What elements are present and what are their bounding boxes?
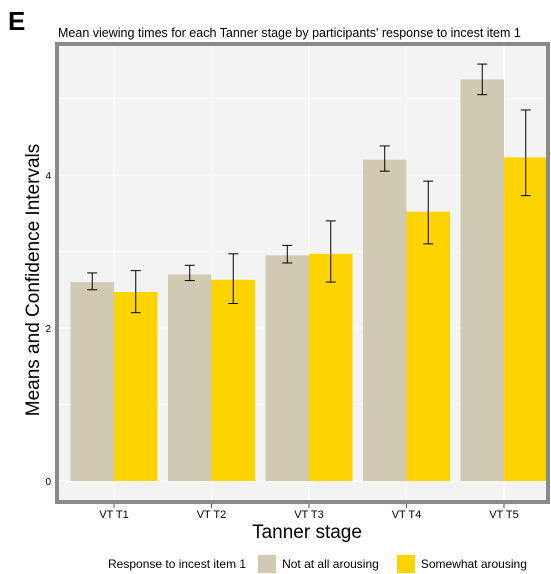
legend-swatch-not-at-all-arousing — [258, 555, 277, 573]
x-tick-label: VT T4 — [392, 509, 422, 521]
bar — [406, 211, 450, 481]
x-tick-label: VT T2 — [197, 509, 227, 521]
x-tick-label: VT T3 — [294, 509, 324, 521]
bar — [309, 253, 353, 481]
bar — [211, 279, 255, 481]
bar — [114, 292, 158, 481]
x-tick-label: VT T1 — [99, 509, 129, 521]
legend: Response to incest item 1 Not at all aro… — [108, 554, 533, 574]
y-tick-label: 0 — [45, 477, 51, 488]
y-tick-label: 4 — [45, 171, 51, 182]
legend-label-not-at-all-arousing: Not at all arousing — [282, 557, 379, 571]
y-tick-label: 2 — [45, 324, 51, 335]
plot-frame — [55, 42, 550, 504]
panel-letter: E — [8, 6, 26, 36]
legend-label-somewhat-arousing: Somewhat arousing — [420, 557, 527, 571]
bar — [265, 255, 309, 481]
bar — [460, 79, 504, 481]
legend-swatch-somewhat-arousing — [396, 555, 415, 573]
x-axis-label: Tanner stage — [252, 522, 362, 543]
chart-title: Mean viewing times for each Tanner stage… — [58, 26, 521, 40]
legend-title: Response to incest item 1 — [108, 557, 247, 571]
x-tick-label: VT T5 — [489, 509, 519, 521]
bar — [363, 159, 407, 481]
bar — [168, 274, 212, 481]
bar — [504, 157, 548, 481]
bar — [70, 282, 114, 481]
